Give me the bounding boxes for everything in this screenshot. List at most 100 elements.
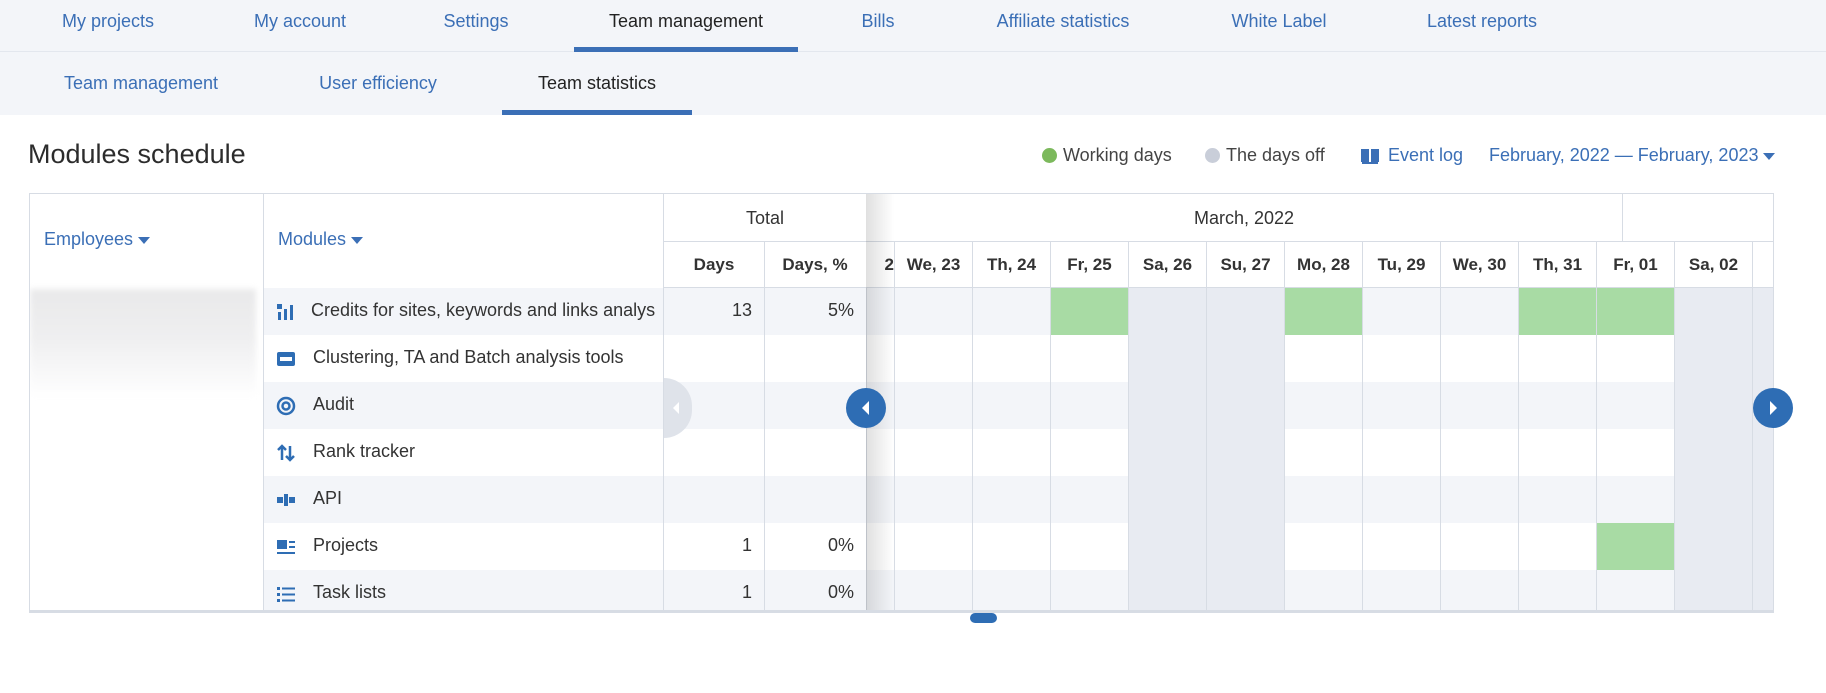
day-header: 2: [884, 255, 894, 274]
tab-bills[interactable]: Bills: [861, 11, 895, 31]
sub-navigation: Team management User efficiency Team sta…: [0, 52, 1826, 115]
day-header: Sa, 26: [1128, 242, 1206, 288]
days-value: 1: [741, 535, 752, 555]
credits-icon: [277, 304, 293, 320]
module-label: Projects: [313, 535, 379, 555]
modules-header-label: Modules: [278, 229, 347, 249]
green-dot-icon: [1042, 148, 1057, 163]
module-label: Task lists: [313, 582, 387, 602]
event-log-link[interactable]: Event log: [1360, 145, 1463, 166]
audit-icon: [276, 396, 296, 416]
day-header: Su, 27: [1206, 242, 1284, 288]
employees-header-label: Employees: [44, 229, 134, 249]
tab-latest-reports[interactable]: Latest reports: [1426, 11, 1538, 31]
total-row: [664, 382, 866, 429]
tab-settings[interactable]: Settings: [443, 11, 509, 31]
day-header: Fr, 25: [1050, 242, 1128, 288]
month-header-next: [1622, 194, 1773, 242]
date-range-dropdown[interactable]: February, 2022 — February, 2023: [1489, 145, 1776, 166]
total-column: Total Days Days, % 13 5% 1 0% 1 0%: [664, 194, 866, 610]
day-column: [1674, 288, 1752, 610]
task-lists-icon: [277, 587, 295, 602]
subtab-team-management[interactable]: Team management: [63, 73, 219, 93]
employee-name-blurred: [30, 289, 256, 399]
day-column: [1752, 288, 1773, 610]
working-day-cell[interactable]: [1051, 288, 1128, 335]
working-day-cell[interactable]: [1285, 288, 1362, 335]
subtab-user-efficiency[interactable]: User efficiency: [319, 73, 437, 93]
scroll-right-button[interactable]: [1753, 388, 1793, 428]
tab-affiliate-statistics[interactable]: Affiliate statistics: [996, 11, 1130, 31]
scroll-left-button[interactable]: [846, 388, 886, 428]
module-row: Clustering, TA and Batch analysis tools: [264, 335, 663, 382]
module-label: Credits for sites, keywords and links an…: [311, 300, 656, 320]
modules-schedule-grid: Employees Modules Credits for sites, key…: [29, 193, 1774, 611]
day-header: Th, 24: [972, 242, 1050, 288]
day-column: [1050, 288, 1128, 610]
api-icon: [277, 494, 295, 506]
rank-tracker-icon: [277, 444, 295, 462]
subtab-team-statistics[interactable]: Team statistics: [502, 52, 692, 115]
tab-my-projects[interactable]: My projects: [61, 11, 155, 31]
day-column: [1128, 288, 1206, 610]
chevron-left-icon: [862, 401, 869, 415]
module-row: API: [264, 476, 663, 523]
day-column: [894, 288, 972, 610]
module-label: Audit: [313, 394, 355, 414]
module-row: Credits for sites, keywords and links an…: [264, 288, 663, 335]
module-row: Audit: [264, 382, 663, 429]
working-day-cell[interactable]: [1597, 523, 1674, 570]
module-row: Task lists: [264, 570, 663, 610]
employees-filter[interactable]: Employees: [44, 229, 151, 250]
day-column: [1284, 288, 1362, 610]
legend-days-off: The days off: [1205, 145, 1325, 166]
total-header: Total: [664, 194, 866, 242]
page-title: Modules schedule: [28, 139, 246, 169]
projects-icon: [277, 540, 295, 554]
day-column: [1206, 288, 1284, 610]
percent-value: 0%: [827, 535, 854, 555]
tab-my-account[interactable]: My account: [253, 11, 347, 31]
employees-column: Employees: [30, 194, 264, 610]
column-divider: [764, 242, 765, 610]
clustering-icon: [277, 352, 295, 366]
working-day-cell[interactable]: [1519, 288, 1596, 335]
day-header: S: [1752, 242, 1773, 288]
day-header: Sa, 02: [1674, 242, 1752, 288]
horizontal-scroll-thumb[interactable]: [970, 613, 997, 623]
chevron-down-icon: [138, 236, 151, 244]
modules-column: Modules Credits for sites, keywords and …: [264, 194, 664, 610]
day-column: [1518, 288, 1596, 610]
day-header: Tu, 29: [1362, 242, 1440, 288]
calendar-area: March, 2022 2 We, 23 Th, 24 Fr, 25 Sa, 26 Su,…: [866, 194, 1773, 610]
tab-white-label[interactable]: White Label: [1231, 11, 1327, 31]
event-log-label: Event log: [1388, 145, 1464, 165]
modules-filter[interactable]: Modules: [278, 229, 364, 250]
header-divider: [866, 287, 1773, 288]
chevron-down-icon: [1763, 152, 1776, 160]
day-column: [866, 288, 894, 610]
header-divider: [664, 287, 866, 288]
day-header: We, 23: [894, 242, 972, 288]
working-day-cell[interactable]: [1597, 288, 1674, 335]
module-label: API: [313, 488, 343, 508]
book-icon: [1361, 148, 1379, 164]
days-value: 13: [731, 300, 752, 320]
legend-working-days: Working days: [1042, 145, 1172, 166]
legend-working-label: Working days: [1063, 145, 1172, 165]
total-row: [664, 288, 866, 335]
day-header: Mo, 28: [1284, 242, 1362, 288]
day-column: [1440, 288, 1518, 610]
module-label: Rank tracker: [313, 441, 416, 461]
calendar-row: [866, 570, 1773, 610]
total-row: [664, 570, 866, 610]
module-row: Projects: [264, 523, 663, 570]
days-percent-header: Days, %: [782, 255, 848, 274]
tab-team-management[interactable]: Team management: [574, 0, 798, 52]
percent-value: 0%: [827, 582, 854, 602]
percent-value: 5%: [827, 300, 854, 320]
module-label: Clustering, TA and Batch analysis tools: [313, 347, 624, 367]
days-value: 1: [741, 582, 752, 602]
day-header: Th, 31: [1518, 242, 1596, 288]
module-row: Rank tracker: [264, 429, 663, 476]
